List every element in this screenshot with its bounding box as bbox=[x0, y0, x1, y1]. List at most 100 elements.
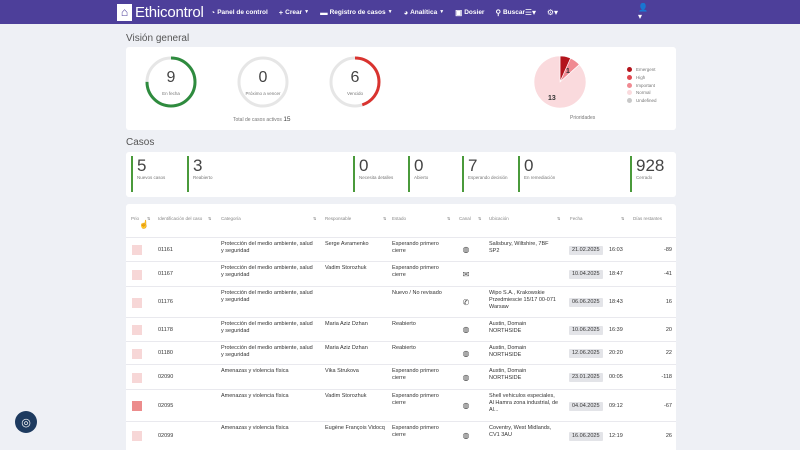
cell-category: Protección del medio ambiente, salud y s… bbox=[221, 265, 313, 278]
cell-responsible: Vika Strukova bbox=[325, 368, 359, 374]
cell-id[interactable]: 01178 bbox=[158, 326, 173, 333]
table-row[interactable]: 02099 Amenazas y violencia física Eugène F… bbox=[126, 421, 676, 449]
cell-days-remaining: 16 bbox=[665, 299, 672, 305]
dossier-icon: ▣ bbox=[455, 7, 463, 17]
column-header-date[interactable]: Fecha bbox=[570, 216, 583, 221]
nav-item-dashboard[interactable]: ◔ Panel de control bbox=[211, 8, 268, 17]
gauge-label: Vencido bbox=[346, 91, 363, 96]
cell-responsible: Maria Aziz Dzhan bbox=[325, 345, 368, 351]
case-stat-4[interactable]: 0 Abierto bbox=[408, 156, 454, 192]
column-header-id[interactable]: Identificación del caso bbox=[158, 216, 203, 221]
column-header-category[interactable]: Categoría bbox=[221, 216, 241, 221]
dashboard-icon: ◔ bbox=[210, 7, 216, 17]
cell-time: 18:47 bbox=[609, 271, 623, 277]
case-stat-3[interactable]: 0 Necesita detalles bbox=[353, 156, 399, 192]
sort-icon[interactable]: ⇅ bbox=[447, 216, 451, 221]
column-header-location[interactable]: Ubicación bbox=[489, 216, 509, 221]
sort-icon[interactable]: ⇅ bbox=[208, 216, 212, 221]
priority-indicator[interactable] bbox=[132, 245, 142, 255]
column-header-channel[interactable]: Canal bbox=[459, 216, 471, 221]
cell-time: 12:19 bbox=[609, 432, 623, 439]
case-stat-6[interactable]: 0 En remediación bbox=[518, 156, 564, 192]
table-row[interactable]: 01178 Protección del medio ambiente, salu… bbox=[126, 317, 676, 341]
nav-item-label: Panel de control bbox=[217, 8, 268, 16]
legend-label: High bbox=[636, 75, 646, 81]
pie-caption: Prioridades bbox=[570, 115, 596, 121]
table-row[interactable]: 01167 Protección del medio ambiente, salu… bbox=[126, 261, 676, 286]
cell-days-remaining: 26 bbox=[665, 432, 672, 439]
cases-title: Casos bbox=[126, 137, 155, 148]
priority-indicator[interactable] bbox=[132, 401, 142, 411]
gauge-3[interactable]: 6 Vencido bbox=[328, 55, 382, 109]
column-header-days[interactable]: Días restantes bbox=[633, 216, 663, 221]
brand[interactable]: ⌂ Ethicontrol bbox=[117, 0, 204, 24]
priority-indicator[interactable] bbox=[132, 348, 142, 359]
priority-indicator[interactable] bbox=[132, 372, 142, 383]
case-stat-label: Reabierto bbox=[193, 175, 213, 180]
cell-date: 16.06.2025 bbox=[569, 431, 603, 441]
top-navigation-bar: ⌂ Ethicontrol ◔ Panel de control + Crear ▼ ▬ R… bbox=[0, 0, 800, 24]
column-header-prio[interactable]: Prio bbox=[131, 216, 140, 221]
table-row[interactable]: 01161 Protección del medio ambiente, salu… bbox=[126, 237, 676, 261]
priority-pie-chart[interactable] bbox=[533, 55, 587, 109]
cell-id[interactable]: 02090 bbox=[158, 374, 174, 380]
cell-id[interactable]: 01161 bbox=[158, 246, 173, 253]
priority-indicator[interactable] bbox=[132, 325, 142, 335]
hamburger-menu-icon[interactable]: ☰▾ bbox=[524, 7, 536, 17]
cell-date: 10.04.2025 bbox=[569, 270, 603, 279]
table-row[interactable]: 02090 Amenazas y violencia física Vika Str… bbox=[126, 364, 676, 389]
nav-item-plus[interactable]: + Crear ▼ bbox=[279, 8, 309, 17]
priority-indicator[interactable] bbox=[132, 269, 142, 280]
legend-item-emergent[interactable]: Emergent bbox=[627, 66, 657, 74]
cell-id[interactable]: 02095 bbox=[158, 402, 174, 409]
cell-id[interactable]: 02099 bbox=[158, 432, 174, 439]
legend-item-undefined[interactable]: Undefined bbox=[627, 97, 657, 105]
legend-item-important[interactable]: Important bbox=[627, 81, 657, 89]
case-stat-value: 0 bbox=[359, 156, 369, 175]
nav-item-folder[interactable]: ▬ Registro de casos ▼ bbox=[320, 8, 392, 17]
cell-location: Austin, Domain NORTHSIDE bbox=[489, 321, 527, 334]
legend-swatch bbox=[627, 90, 632, 96]
user-icon[interactable]: 👤▾ bbox=[638, 3, 648, 21]
legend-item-normal[interactable]: Normal bbox=[627, 89, 657, 97]
overview-card: 9 En fecha 0 Próximo a vencer 6 Vencido Total… bbox=[126, 47, 676, 130]
column-header-responsible[interactable]: Responsable bbox=[325, 216, 352, 221]
sort-icon[interactable]: ⇅ bbox=[383, 216, 387, 221]
pie-slice-normal[interactable] bbox=[533, 55, 587, 109]
cell-location: Shell vehiculos especiales, Al Hamra zon… bbox=[489, 393, 559, 413]
globe-icon: ◍ bbox=[462, 401, 470, 410]
cell-days-remaining: -67 bbox=[664, 402, 672, 409]
cell-responsible: Serge Avramenko bbox=[325, 241, 369, 247]
case-stat-1[interactable]: 5 Nuevos casos bbox=[131, 156, 175, 192]
cell-id[interactable]: 01167 bbox=[158, 271, 173, 277]
cell-location: Austin, Domain NORTHSIDE bbox=[489, 345, 527, 358]
help-chat-button[interactable]: ◎ bbox=[15, 411, 37, 433]
nav-item-search[interactable]: ⚲ Buscar bbox=[495, 8, 525, 17]
cell-id[interactable]: 01180 bbox=[158, 350, 173, 356]
case-stat-value: 0 bbox=[524, 156, 534, 175]
table-row[interactable]: 01180 Protección del medio ambiente, salu… bbox=[126, 341, 676, 364]
gauge-1[interactable]: 9 En fecha bbox=[144, 55, 198, 109]
column-header-status[interactable]: Estado bbox=[392, 216, 407, 221]
sort-icon[interactable]: ⇅ bbox=[557, 216, 561, 221]
chat-icon: ◎ bbox=[21, 416, 31, 429]
sort-icon[interactable]: ⇅ bbox=[313, 216, 317, 221]
gauge-2[interactable]: 0 Próximo a vencer bbox=[236, 55, 290, 109]
sort-icon[interactable]: ⇅ bbox=[478, 216, 482, 221]
priority-indicator[interactable] bbox=[132, 297, 142, 308]
priority-indicator[interactable] bbox=[132, 431, 142, 441]
cell-date: 21.02.2025 bbox=[569, 245, 603, 255]
nav-item-dossier[interactable]: ▣ Dosier bbox=[455, 8, 484, 17]
case-stat-7[interactable]: 928 Cerrado bbox=[630, 156, 674, 192]
cell-category: Amenazas y violencia física bbox=[221, 368, 289, 374]
cell-id[interactable]: 01176 bbox=[158, 299, 173, 305]
nav-item-pie-chart[interactable]: ◕ Analítica ▼ bbox=[404, 8, 445, 17]
case-stat-5[interactable]: 7 Esperando decisión bbox=[462, 156, 508, 192]
case-stat-2[interactable]: 3 Reabierto bbox=[187, 156, 247, 192]
table-row[interactable]: 02095 Amenazas y violencia física Vadim St… bbox=[126, 389, 676, 421]
sort-icon[interactable]: ⇅ bbox=[147, 216, 151, 221]
sort-icon[interactable]: ⇅ bbox=[621, 216, 625, 221]
gear-icon[interactable]: ⚙▾ bbox=[546, 7, 558, 17]
table-row[interactable]: 01176 Protección del medio ambiente, salu… bbox=[126, 286, 676, 317]
legend-item-high[interactable]: High bbox=[627, 74, 657, 82]
